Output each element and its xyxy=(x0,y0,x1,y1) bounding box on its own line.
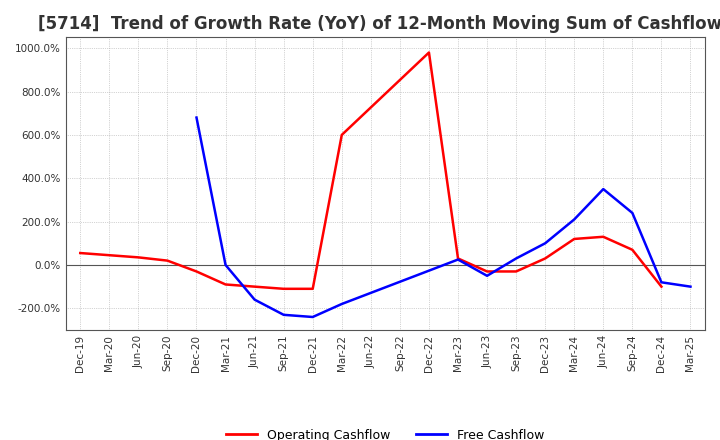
Legend: Operating Cashflow, Free Cashflow: Operating Cashflow, Free Cashflow xyxy=(221,424,549,440)
Title: [5714]  Trend of Growth Rate (YoY) of 12-Month Moving Sum of Cashflows: [5714] Trend of Growth Rate (YoY) of 12-… xyxy=(38,15,720,33)
